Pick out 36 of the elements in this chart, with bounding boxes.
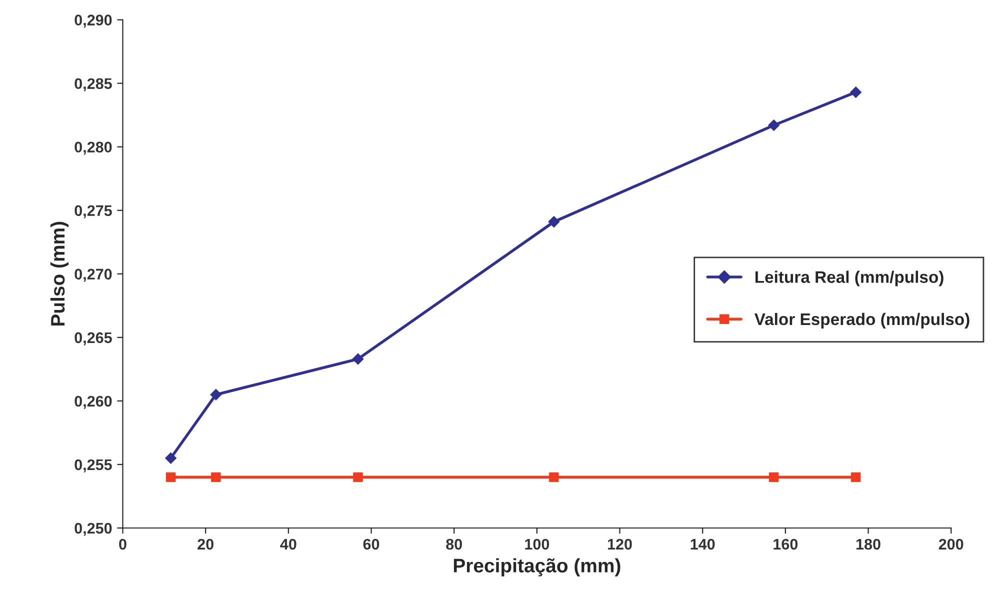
- y-tick-label: 0,270: [74, 268, 112, 282]
- y-tick-label: 0,265: [74, 332, 112, 346]
- x-tick-label: 80: [446, 538, 462, 550]
- x-tick-label: 120: [608, 538, 632, 550]
- x-tick-label: 40: [280, 538, 296, 550]
- legend-label: Leitura Real (mm/pulso): [755, 270, 944, 286]
- x-tick-label: 60: [363, 538, 380, 550]
- x-tick-label: 140: [690, 538, 715, 550]
- x-tick-label: 0: [119, 538, 126, 550]
- point: [166, 472, 176, 482]
- point: [352, 353, 364, 365]
- point: [768, 472, 779, 482]
- point: [210, 388, 222, 400]
- y-axis-title: Pulso (mm): [50, 222, 69, 326]
- y-tick-label: 0,275: [74, 205, 112, 218]
- x-tick-label: 160: [774, 538, 798, 550]
- y-tick-label: 0,290: [74, 14, 112, 28]
- x-axis-title: Precipitação (mm): [454, 558, 620, 576]
- point: [353, 472, 363, 482]
- x-tick-label: 20: [198, 538, 214, 550]
- x-tick-label: 200: [938, 538, 964, 550]
- point: [850, 86, 862, 98]
- point: [768, 120, 780, 131]
- y-tick-label: 0,250: [74, 522, 112, 536]
- y-tick-label: 0,280: [74, 142, 112, 155]
- y-tick-label: 0,285: [74, 78, 112, 92]
- point: [549, 472, 559, 482]
- legend-label: Valor Esperado (mm/pulso): [754, 312, 970, 328]
- y-tick-label: 0,255: [74, 459, 112, 472]
- y-tick-label: 0,260: [74, 396, 112, 409]
- x-tick-label: 180: [856, 538, 880, 550]
- point: [211, 472, 221, 482]
- point: [165, 452, 176, 464]
- point: [548, 216, 560, 228]
- x-tick-label: 100: [525, 538, 550, 550]
- point: [850, 472, 861, 482]
